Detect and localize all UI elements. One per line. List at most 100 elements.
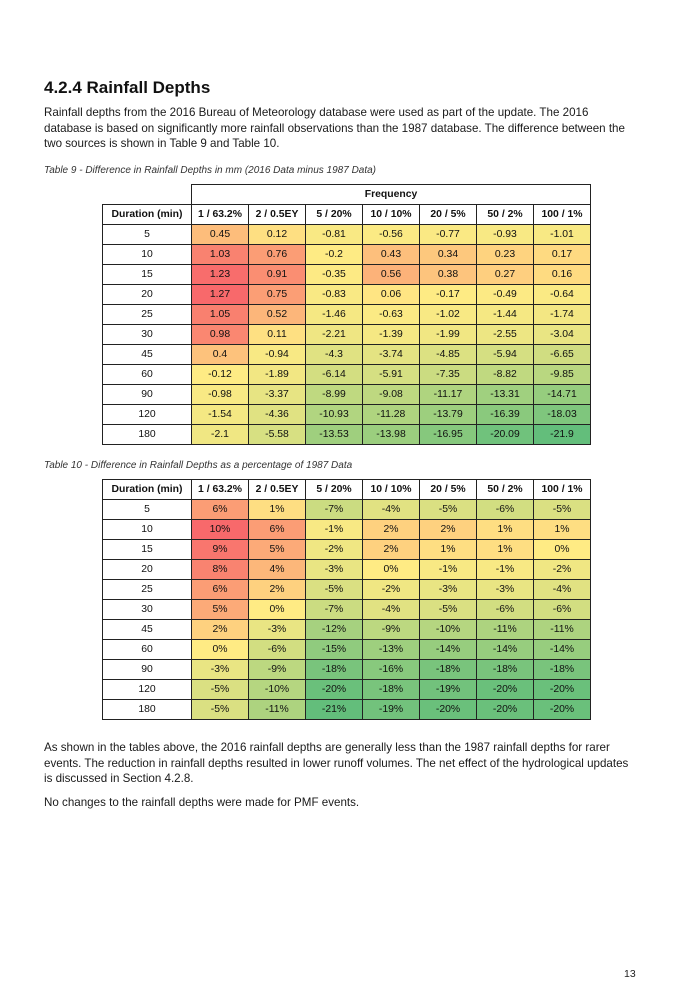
value-cell: -11% — [248, 699, 306, 720]
value-cell: 0.11 — [248, 324, 306, 345]
value-cell: -16.39 — [476, 404, 534, 425]
value-cell: 0.43 — [362, 244, 420, 265]
value-cell: -5% — [419, 499, 477, 520]
value-cell: 0.52 — [248, 304, 306, 325]
value-cell: -14% — [419, 639, 477, 660]
table-row: 90 -3% -9% -18% -16% -18% -18% -18% — [102, 659, 591, 680]
value-cell: 1% — [248, 499, 306, 520]
value-cell: -3% — [476, 579, 534, 600]
table-row: 20 1.27 0.75 -0.83 0.06 -0.17 -0.49 -0.64 — [102, 284, 591, 305]
value-cell: 0% — [191, 639, 249, 660]
table9-col-header: Duration (min) — [102, 204, 192, 225]
value-cell: -19% — [362, 699, 420, 720]
value-cell: 0.34 — [419, 244, 477, 265]
value-cell: -4% — [362, 499, 420, 520]
value-cell: -3% — [305, 559, 363, 580]
value-cell: 10% — [191, 519, 249, 540]
value-cell: 0.4 — [191, 344, 249, 365]
pmf-note-paragraph: No changes to the rainfall depths were m… — [44, 796, 360, 809]
value-cell: -8.99 — [305, 384, 363, 405]
value-cell: 0% — [533, 539, 591, 560]
value-cell: 1.27 — [191, 284, 249, 305]
value-cell: -18% — [476, 659, 534, 680]
value-cell: -6% — [476, 599, 534, 620]
value-cell: -19% — [419, 679, 477, 700]
table-row: 45 2% -3% -12% -9% -10% -11% -11% — [102, 619, 591, 640]
value-cell: -3% — [191, 659, 249, 680]
value-cell: -0.12 — [191, 364, 249, 385]
value-cell: 1% — [533, 519, 591, 540]
value-cell: -5.58 — [248, 424, 306, 445]
duration-cell: 60 — [102, 639, 192, 660]
table-row: 5 6% 1% -7% -4% -5% -6% -5% — [102, 499, 591, 520]
duration-cell: 30 — [102, 324, 192, 345]
value-cell: 2% — [419, 519, 477, 540]
table9-col-header: 10 / 10% — [362, 204, 420, 225]
value-cell: -1.39 — [362, 324, 420, 345]
value-cell: -5% — [191, 699, 249, 720]
value-cell: 2% — [362, 519, 420, 540]
value-cell: -13.98 — [362, 424, 420, 445]
value-cell: -21.9 — [533, 424, 591, 445]
value-cell: -4% — [362, 599, 420, 620]
duration-cell: 10 — [102, 519, 192, 540]
value-cell: 5% — [191, 599, 249, 620]
duration-cell: 120 — [102, 679, 192, 700]
table10-caption: Table 10 - Difference in Rainfall Depths… — [44, 460, 353, 471]
value-cell: 0.06 — [362, 284, 420, 305]
value-cell: -11% — [533, 619, 591, 640]
value-cell: -4.85 — [419, 344, 477, 365]
duration-cell: 180 — [102, 699, 192, 720]
value-cell: 0% — [362, 559, 420, 580]
value-cell: -13.79 — [419, 404, 477, 425]
value-cell: -5% — [305, 579, 363, 600]
value-cell: 0.23 — [476, 244, 534, 265]
table-row: 180 -5% -11% -21% -19% -20% -20% -20% — [102, 699, 591, 720]
value-cell: 9% — [191, 539, 249, 560]
duration-cell: 10 — [102, 244, 192, 265]
value-cell: -2% — [533, 559, 591, 580]
value-cell: -3.37 — [248, 384, 306, 405]
value-cell: -1.02 — [419, 304, 477, 325]
duration-cell: 60 — [102, 364, 192, 385]
value-cell: -20.09 — [476, 424, 534, 445]
value-cell: -9.85 — [533, 364, 591, 385]
duration-cell: 90 — [102, 384, 192, 405]
duration-cell: 120 — [102, 404, 192, 425]
value-cell: -7.35 — [419, 364, 477, 385]
value-cell: 1.05 — [191, 304, 249, 325]
value-cell: -1.44 — [476, 304, 534, 325]
value-cell: -0.17 — [419, 284, 477, 305]
table-row: 30 5% 0% -7% -4% -5% -6% -6% — [102, 599, 591, 620]
table9-frequency-header: Frequency — [191, 184, 591, 205]
value-cell: -20% — [476, 679, 534, 700]
value-cell: -2.1 — [191, 424, 249, 445]
value-cell: -4% — [533, 579, 591, 600]
value-cell: -13.53 — [305, 424, 363, 445]
value-cell: -11.28 — [362, 404, 420, 425]
value-cell: -0.56 — [362, 224, 420, 245]
value-cell: -0.35 — [305, 264, 363, 285]
duration-cell: 20 — [102, 284, 192, 305]
duration-cell: 180 — [102, 424, 192, 445]
table9-col-header: 50 / 2% — [476, 204, 534, 225]
table10: Duration (min) 1 / 63.2% 2 / 0.5EY 5 / 20% 1… — [102, 479, 591, 720]
value-cell: -0.63 — [362, 304, 420, 325]
value-cell: -12% — [305, 619, 363, 640]
table9-body: 5 0.45 0.12 -0.81 -0.56 -0.77 -0.93 -1.01 10 1.03… — [102, 224, 591, 445]
value-cell: 2% — [362, 539, 420, 560]
value-cell: -20% — [305, 679, 363, 700]
value-cell: 0.12 — [248, 224, 306, 245]
value-cell: -7% — [305, 499, 363, 520]
value-cell: 0.16 — [533, 264, 591, 285]
table9-caption: Table 9 - Difference in Rainfall Depths … — [44, 165, 377, 176]
value-cell: -3% — [419, 579, 477, 600]
table9: Frequency Duration (min) 1 / 63.2% 2 / 0.5… — [102, 184, 591, 445]
value-cell: 0.98 — [191, 324, 249, 345]
table-row: 180 -2.1 -5.58 -13.53 -13.98 -16.95 -20.09 -21.… — [102, 424, 591, 445]
value-cell: -6.65 — [533, 344, 591, 365]
value-cell: -4.36 — [248, 404, 306, 425]
value-cell: 4% — [248, 559, 306, 580]
table-row: 5 0.45 0.12 -0.81 -0.56 -0.77 -0.93 -1.01 — [102, 224, 591, 245]
value-cell: -1.89 — [248, 364, 306, 385]
